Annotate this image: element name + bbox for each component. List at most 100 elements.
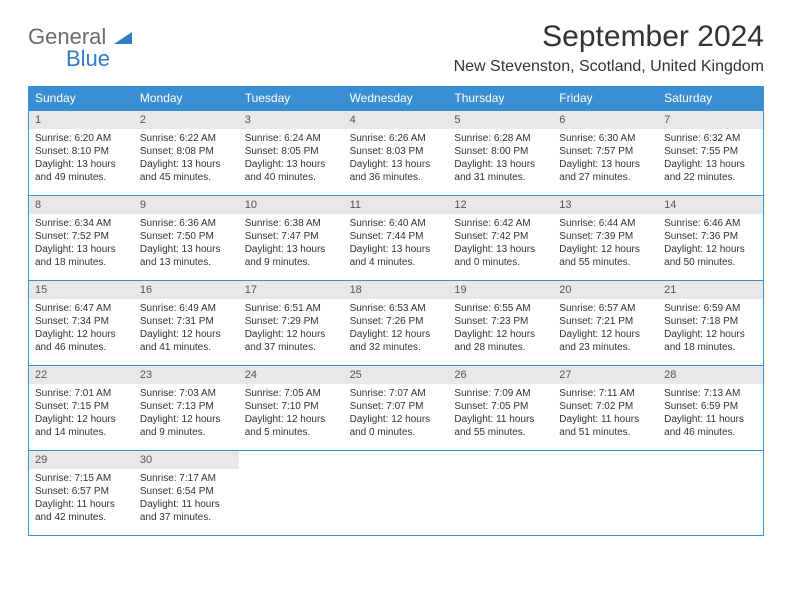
day-number: 24 xyxy=(239,366,344,384)
sunrise-text: Sunrise: 7:15 AM xyxy=(35,472,128,485)
day-number: 28 xyxy=(658,366,763,384)
sunrise-text: Sunrise: 6:49 AM xyxy=(140,302,233,315)
daylight-text: Daylight: 13 hours and 31 minutes. xyxy=(454,158,547,184)
day-number: 29 xyxy=(29,451,134,469)
day-cell: 16Sunrise: 6:49 AMSunset: 7:31 PMDayligh… xyxy=(134,281,239,365)
sunrise-text: Sunrise: 6:51 AM xyxy=(245,302,338,315)
day-cell: 14Sunrise: 6:46 AMSunset: 7:36 PMDayligh… xyxy=(658,196,763,280)
daylight-text: Daylight: 13 hours and 49 minutes. xyxy=(35,158,128,184)
day-cell: 18 Sunrise: 6:53 AMSunset: 7:26 PMDayligh… xyxy=(344,281,449,365)
sunset-text: Sunset: 7:26 PM xyxy=(350,315,443,328)
sunset-text: Sunset: 7:05 PM xyxy=(454,400,547,413)
daylight-text: Daylight: 13 hours and 40 minutes. xyxy=(245,158,338,184)
day-cell: 5Sunrise: 6:28 AMSunset: 8:00 PMDaylight… xyxy=(448,111,553,195)
day-cell: 20Sunrise: 6:57 AMSunset: 7:21 PMDayligh… xyxy=(553,281,658,365)
sunset-text: Sunset: 7:10 PM xyxy=(245,400,338,413)
daylight-text: Daylight: 12 hours and 46 minutes. xyxy=(35,328,128,354)
daylight-text: Daylight: 12 hours and 9 minutes. xyxy=(140,413,233,439)
day-number: 23 xyxy=(134,366,239,384)
sunset-text: Sunset: 7:23 PM xyxy=(454,315,547,328)
daylight-text: Daylight: 11 hours and 46 minutes. xyxy=(664,413,757,439)
day-number: 8 xyxy=(29,196,134,214)
sunrise-text: Sunrise: 6:42 AM xyxy=(454,217,547,230)
daylight-text: Daylight: 12 hours and 5 minutes. xyxy=(245,413,338,439)
day-number: 20 xyxy=(553,281,658,299)
day-cell: 23Sunrise: 7:03 AMSunset: 7:13 PMDayligh… xyxy=(134,366,239,450)
day-cell: 6Sunrise: 6:30 AMSunset: 7:57 PMDaylight… xyxy=(553,111,658,195)
sunrise-text: Sunrise: 7:03 AM xyxy=(140,387,233,400)
sunset-text: Sunset: 8:08 PM xyxy=(140,145,233,158)
day-cell: 8Sunrise: 6:34 AMSunset: 7:52 PMDaylight… xyxy=(29,196,134,280)
week-row: 22Sunrise: 7:01 AMSunset: 7:15 PMDayligh… xyxy=(29,365,763,450)
sunset-text: Sunset: 7:02 PM xyxy=(559,400,652,413)
sunrise-text: Sunrise: 6:53 AM xyxy=(350,302,443,315)
daylight-text: Daylight: 12 hours and 14 minutes. xyxy=(35,413,128,439)
daylight-text: Daylight: 12 hours and 55 minutes. xyxy=(559,243,652,269)
day-cell: 13Sunrise: 6:44 AMSunset: 7:39 PMDayligh… xyxy=(553,196,658,280)
day-number: 13 xyxy=(553,196,658,214)
sunrise-text: Sunrise: 6:46 AM xyxy=(664,217,757,230)
daylight-text: Daylight: 12 hours and 37 minutes. xyxy=(245,328,338,354)
sunset-text: Sunset: 7:18 PM xyxy=(664,315,757,328)
sunset-text: Sunset: 7:39 PM xyxy=(559,230,652,243)
sunrise-text: Sunrise: 6:38 AM xyxy=(245,217,338,230)
week-row: 1Sunrise: 6:20 AMSunset: 8:10 PMDaylight… xyxy=(29,110,763,195)
daylight-text: Daylight: 12 hours and 28 minutes. xyxy=(454,328,547,354)
daylight-text: Daylight: 11 hours and 55 minutes. xyxy=(454,413,547,439)
sunrise-text: Sunrise: 7:09 AM xyxy=(454,387,547,400)
sunrise-text: Sunrise: 7:13 AM xyxy=(664,387,757,400)
day-number: 10 xyxy=(239,196,344,214)
logo: General Blue xyxy=(28,24,132,72)
daylight-text: Daylight: 13 hours and 0 minutes. xyxy=(454,243,547,269)
day-number: 5 xyxy=(448,111,553,129)
sunset-text: Sunset: 7:31 PM xyxy=(140,315,233,328)
daylight-text: Daylight: 11 hours and 42 minutes. xyxy=(35,498,128,524)
sunset-text: Sunset: 6:54 PM xyxy=(140,485,233,498)
day-number: 18 xyxy=(344,281,449,299)
title-block: September 2024 New Stevenston, Scotland,… xyxy=(454,20,764,76)
empty-cell xyxy=(448,451,553,535)
daylight-text: Daylight: 13 hours and 13 minutes. xyxy=(140,243,233,269)
day-cell: 27Sunrise: 7:11 AMSunset: 7:02 PMDayligh… xyxy=(553,366,658,450)
day-header: Wednesday xyxy=(344,86,449,110)
day-cell: 7Sunrise: 6:32 AMSunset: 7:55 PMDaylight… xyxy=(658,111,763,195)
day-number: 16 xyxy=(134,281,239,299)
day-cell: 15Sunrise: 6:47 AMSunset: 7:34 PMDayligh… xyxy=(29,281,134,365)
sunrise-text: Sunrise: 6:20 AM xyxy=(35,132,128,145)
sunrise-text: Sunrise: 7:17 AM xyxy=(140,472,233,485)
sunset-text: Sunset: 7:36 PM xyxy=(664,230,757,243)
daylight-text: Daylight: 12 hours and 50 minutes. xyxy=(664,243,757,269)
day-cell: 29 Sunrise: 7:15 AMSunset: 6:57 PMDayligh… xyxy=(29,451,134,535)
day-number: 25 xyxy=(344,366,449,384)
day-number: 21 xyxy=(658,281,763,299)
logo-text: General Blue xyxy=(28,24,132,72)
empty-cell xyxy=(553,451,658,535)
day-cell: 12Sunrise: 6:42 AMSunset: 7:42 PMDayligh… xyxy=(448,196,553,280)
calendar: SundayMondayTuesdayWednesdayThursdayFrid… xyxy=(28,86,764,536)
daylight-text: Daylight: 12 hours and 23 minutes. xyxy=(559,328,652,354)
sunrise-text: Sunrise: 7:07 AM xyxy=(350,387,443,400)
logo-triangle-icon xyxy=(114,24,132,49)
day-number: 17 xyxy=(239,281,344,299)
day-cell: 28 Sunrise: 7:13 AMSunset: 6:59 PMDayligh… xyxy=(658,366,763,450)
day-number: 15 xyxy=(29,281,134,299)
day-number: 6 xyxy=(553,111,658,129)
daylight-text: Daylight: 12 hours and 32 minutes. xyxy=(350,328,443,354)
weeks-container: 1Sunrise: 6:20 AMSunset: 8:10 PMDaylight… xyxy=(29,110,763,535)
sunrise-text: Sunrise: 6:26 AM xyxy=(350,132,443,145)
day-header: Tuesday xyxy=(239,86,344,110)
header: General Blue September 2024 New Stevenst… xyxy=(28,20,764,76)
day-number: 3 xyxy=(239,111,344,129)
sunset-text: Sunset: 7:55 PM xyxy=(664,145,757,158)
sunset-text: Sunset: 6:57 PM xyxy=(35,485,128,498)
sunset-text: Sunset: 7:52 PM xyxy=(35,230,128,243)
sunset-text: Sunset: 6:59 PM xyxy=(664,400,757,413)
day-cell: 26 Sunrise: 7:09 AMSunset: 7:05 PMDayligh… xyxy=(448,366,553,450)
sunrise-text: Sunrise: 6:59 AM xyxy=(664,302,757,315)
sunset-text: Sunset: 8:00 PM xyxy=(454,145,547,158)
day-number: 26 xyxy=(448,366,553,384)
day-cell: 25Sunrise: 7:07 AMSunset: 7:07 PMDayligh… xyxy=(344,366,449,450)
day-cell: 19Sunrise: 6:55 AMSunset: 7:23 PMDayligh… xyxy=(448,281,553,365)
day-number: 27 xyxy=(553,366,658,384)
sunrise-text: Sunrise: 6:24 AM xyxy=(245,132,338,145)
